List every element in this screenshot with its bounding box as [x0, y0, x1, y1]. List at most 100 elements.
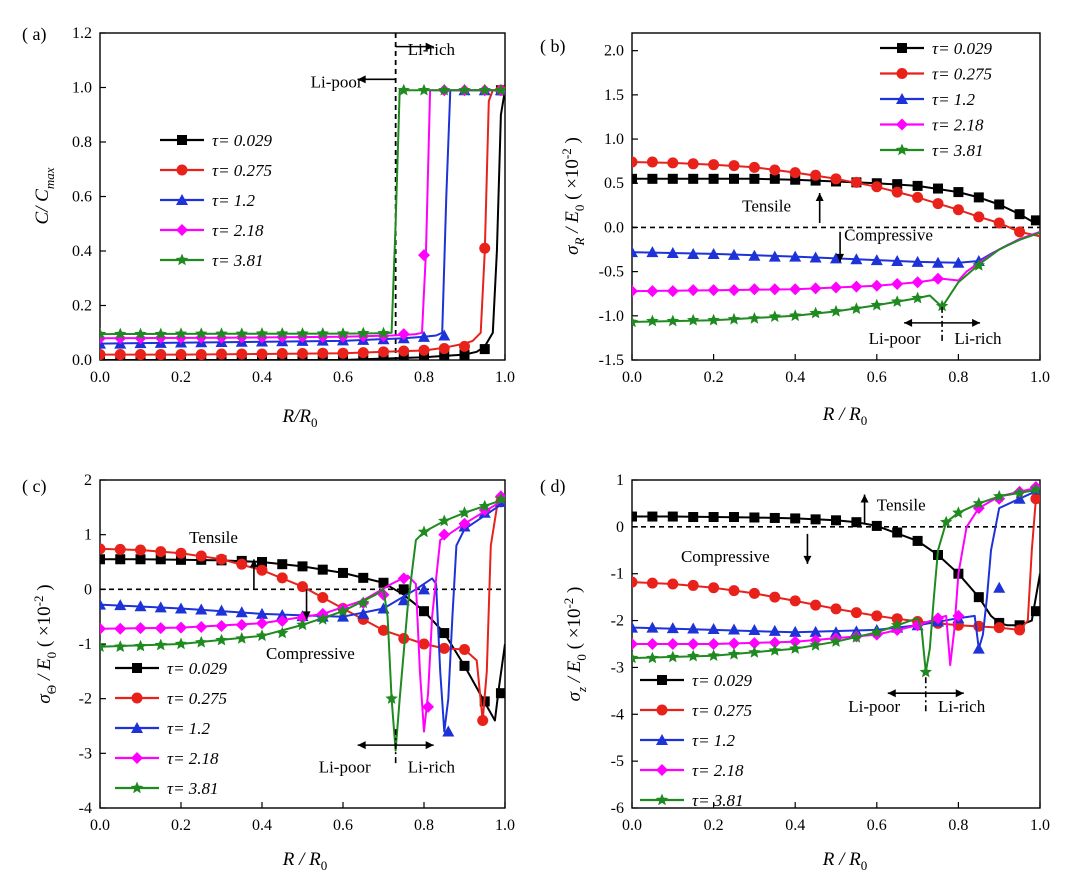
data-point [385, 692, 398, 704]
data-point [667, 157, 679, 169]
data-point [418, 330, 430, 342]
data-point [114, 640, 127, 652]
legend-item: τ= 0.029 [640, 671, 753, 690]
legend-marker [897, 43, 907, 53]
y-tick-label: 2 [84, 472, 92, 489]
data-point [316, 327, 329, 339]
data-point [727, 312, 741, 325]
data-point [935, 299, 949, 312]
data-point [729, 512, 739, 523]
legend-marker [895, 143, 909, 156]
data-point [632, 638, 638, 650]
data-point [912, 535, 923, 546]
data-point [134, 639, 147, 652]
legend-item: τ= 2.18 [160, 221, 264, 240]
series-2 [100, 84, 505, 349]
legend-item: τ= 0.275 [640, 701, 752, 720]
data-point [831, 515, 841, 526]
data-point [357, 347, 369, 359]
data-point [100, 327, 107, 340]
data-point [687, 158, 699, 170]
data-point [830, 603, 842, 615]
data-point [632, 156, 638, 168]
data-point [769, 591, 781, 603]
legend-label: τ= 2.18 [212, 221, 264, 240]
data-point [871, 520, 882, 531]
data-point [175, 621, 187, 634]
data-point [646, 651, 659, 664]
legend-label: τ= 1.2 [692, 731, 736, 750]
data-point [789, 635, 802, 648]
data-point [646, 285, 659, 298]
data-point [257, 557, 267, 567]
data-point [748, 645, 761, 658]
data-point [850, 302, 863, 314]
data-point [810, 169, 822, 181]
data-point [134, 622, 147, 635]
plot-frame [631, 32, 1041, 361]
y-tick-label: 0.0 [604, 219, 624, 236]
x-tick-label: 0.6 [333, 369, 353, 386]
series-3 [632, 481, 1040, 667]
data-point [973, 592, 984, 603]
data-point [256, 607, 268, 619]
data-point [296, 327, 309, 339]
x-tick-label: 1.0 [1030, 369, 1050, 386]
data-point [216, 348, 227, 360]
legend-label: τ= 0.275 [932, 65, 992, 84]
data-point [418, 249, 430, 262]
data-point [215, 604, 228, 616]
data-point [479, 344, 490, 355]
x-tick-label: 0.6 [867, 817, 887, 834]
data-point [1030, 493, 1040, 505]
data-point [666, 650, 679, 663]
data-point [646, 638, 659, 650]
data-point [687, 638, 700, 650]
data-point [687, 313, 700, 326]
y-tick-label: -1 [611, 566, 624, 583]
data-point [337, 347, 349, 359]
data-point [769, 164, 781, 176]
plot-area [100, 33, 505, 360]
data-point [892, 179, 903, 190]
data-point [632, 576, 638, 588]
y-tick-label: -0.5 [599, 264, 624, 281]
x-tick-label: 0.8 [414, 369, 434, 386]
legend-label: τ= 2.18 [932, 116, 984, 135]
data-point [953, 187, 964, 198]
y-tick-label: -2 [79, 691, 92, 708]
data-point [632, 173, 637, 184]
data-point [632, 285, 638, 298]
data-point [438, 83, 451, 96]
data-point [256, 564, 268, 576]
data-point [215, 327, 228, 340]
legend-label: τ= 3.81 [167, 779, 219, 798]
annotation-arrow [860, 494, 869, 525]
data-point [357, 326, 370, 339]
data-point [647, 511, 658, 522]
annotation-arrow [249, 559, 258, 590]
data-point [236, 348, 248, 360]
legend-marker [655, 793, 669, 806]
data-point [850, 253, 863, 265]
data-point [256, 617, 268, 630]
data-point [870, 298, 883, 311]
panel-label: ( a) [22, 24, 46, 45]
data-point [1014, 209, 1025, 220]
y-tick-label: -3 [79, 745, 92, 762]
data-point [708, 159, 720, 171]
plot-area [632, 481, 1040, 678]
data-point [646, 577, 658, 589]
data-point [647, 173, 658, 184]
x-tick-label: 0.0 [90, 369, 110, 386]
data-point [728, 623, 740, 635]
data-point [459, 660, 470, 671]
legend-marker [132, 663, 142, 673]
y-tick-label: 1 [84, 527, 92, 544]
data-point [134, 327, 147, 340]
data-point [458, 506, 471, 519]
data-point [195, 621, 208, 634]
data-point [646, 246, 659, 258]
x-tick-label: 0.2 [171, 817, 191, 834]
plot-area [632, 156, 1040, 328]
